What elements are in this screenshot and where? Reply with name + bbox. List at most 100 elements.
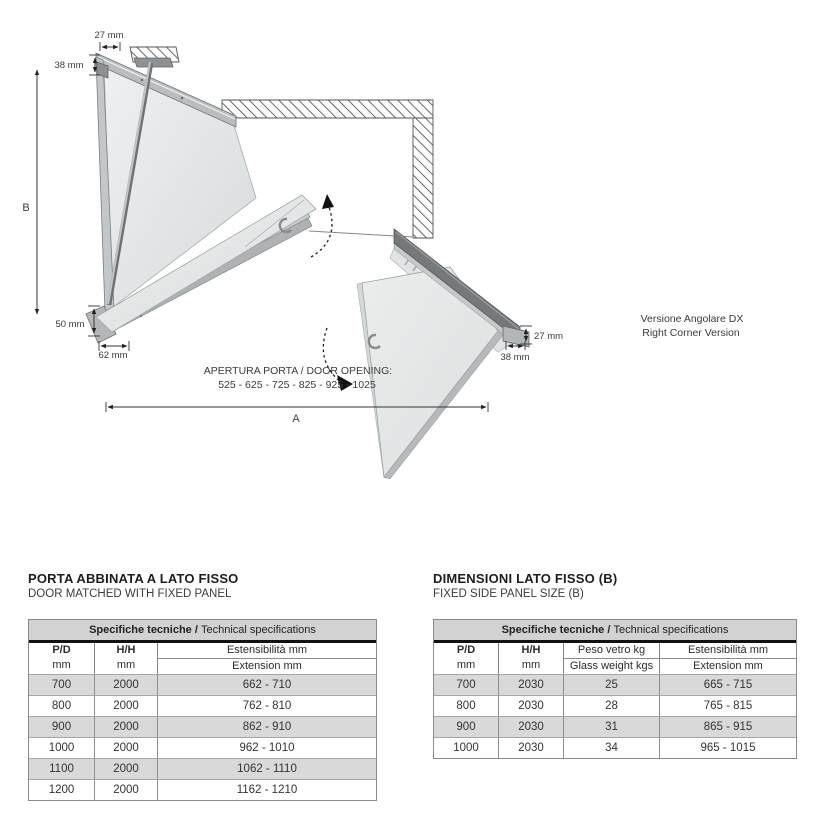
table-row: 700 2030 25 665 - 715 [434,674,796,695]
table-cell: 34 [563,738,659,758]
table-cell: 800 [456,700,476,712]
table-title: PORTA ABBINATA A LATO FISSO [28,571,239,586]
table-row: 1000 2000 962 - 1010 [29,737,376,758]
table-cell: 762 - 810 [157,696,376,716]
column-header-row: P/D mm H/H mm Estensibilità mm Extension mm [29,643,376,674]
spec-header: Specifiche tecniche / Technical specific… [29,620,376,643]
door-open-position [95,194,317,333]
table-row: 700 2000 662 - 710 [29,674,376,695]
dim-label-27-right: 27 mm [534,331,563,342]
column-header-label: Estensibilità mm [226,644,308,656]
table-cell: 25 [563,675,659,695]
table-cell: 2000 [94,780,157,800]
table-cell: 1100 [49,763,74,775]
swing-arc-lower [322,327,343,384]
table-row: 1200 2000 1162 - 1210 [29,779,376,800]
spec-header-regular: Technical specifications [200,624,316,636]
column-header-label: Extension mm [158,658,376,674]
table-cell: 2030 [498,675,563,695]
column-header: P/D mm [29,643,94,674]
table-cell: 2000 [94,675,157,695]
table-cell: 900 [456,721,476,733]
column-header-row: P/D mm H/H mm Peso vetro kg Glass weight kgs E… [434,643,796,674]
table-cell: 865 - 915 [659,717,796,737]
ceiling-bracket [133,57,174,68]
table-row: 900 2000 862 - 910 [29,716,376,737]
dimension-annotations [34,42,532,412]
table-title: DIMENSIONI LATO FISSO (B) [433,571,618,586]
column-header: H/H mm [94,643,157,674]
column-header-label: P/D [52,644,71,656]
table-cell: 1162 - 1210 [157,780,376,800]
door-handle [367,333,381,350]
version-label-en: Right Corner Version [642,327,740,339]
spec-header-regular: Technical specifications [613,624,729,636]
table-cell: 2000 [94,738,157,758]
table-cell: 765 - 815 [659,696,796,716]
swing-arrowhead-upper [322,194,334,209]
table-cell: 1000 [453,742,479,754]
table-cell: 2030 [498,717,563,737]
table-subtitle: FIXED SIDE PANEL SIZE (B) [433,588,584,600]
dim-label-50: 50 mm [55,319,84,330]
column-header-label: Estensibilità mm [687,644,769,656]
door-opening-title: APERTURA PORTA / DOOR OPENING: [204,365,392,377]
column-header-label: H/H [521,644,541,656]
table-cell: 28 [563,696,659,716]
table-cell: 2000 [94,717,157,737]
dim-label-38-top: 38 mm [54,60,83,71]
column-header-label: mm [521,659,541,671]
table-cell: 662 - 710 [157,675,376,695]
column-header-label: H/H [116,644,136,656]
table-subtitle: DOOR MATCHED WITH FIXED PANEL [28,588,232,600]
table-cell: 700 [51,679,72,691]
table-row: 800 2000 762 - 810 [29,695,376,716]
column-header-label: P/D [456,644,476,656]
table-cell: 862 - 910 [157,717,376,737]
dim-label-38-right: 38 mm [500,352,529,363]
table-cell: 2030 [498,696,563,716]
table-row: 800 2030 28 765 - 815 [434,695,796,716]
column-header: Estensibilità mm Extension mm [659,643,796,674]
dim-label-a: A [292,413,300,425]
top-rail-right [393,228,530,348]
table-row: 1000 2030 34 965 - 1015 [434,737,796,758]
table-body: 700 2000 662 - 710 800 2000 762 - 810 900 2000 8… [29,674,376,800]
column-header-label: Glass weight kgs [564,658,659,674]
column-header: Estensibilità mm Extension mm [157,643,376,674]
technical-diagram: 27 mm 38 mm B 50 mm 62 mm 27 mm 38 mm A … [22,30,744,480]
dim-label-b: B [22,202,29,214]
spec-table: Specifiche tecniche / Technical specific… [28,619,377,801]
column-header-label: mm [456,659,476,671]
fixed-panel-left [85,52,313,344]
column-header: H/H mm [498,643,563,674]
column-header-label: Peso vetro kg [577,644,646,656]
door-opening-values: 525 - 625 - 725 - 825 - 925 - 1025 [218,379,376,391]
table-row: 900 2030 31 865 - 915 [434,716,796,737]
dim-label-27-top: 27 mm [94,30,123,41]
column-header: Peso vetro kg Glass weight kgs [563,643,659,674]
table-cell: 2000 [94,759,157,779]
column-header-label: mm [116,659,136,671]
table-cell: 1062 - 1110 [157,759,376,779]
table-cell: 1200 [48,784,75,796]
spec-header-bold: Specifiche tecniche / [501,624,611,636]
table-cell: 965 - 1015 [659,738,796,758]
table-cell: 900 [51,721,72,733]
swing-arc-upper [310,206,333,258]
spec-table: Specifiche tecniche / Technical specific… [433,619,797,759]
door-handle [278,217,292,234]
version-label-it: Versione Angolare DX [641,313,744,325]
swing-arrowhead-lower [337,375,353,391]
table-cell: 2030 [498,738,563,758]
table-cell: 665 - 715 [659,675,796,695]
table-cell: 700 [456,679,476,691]
table-cell: 31 [563,717,659,737]
spec-header-bold: Specifiche tecniche / [89,624,198,636]
column-header: P/D mm [434,643,498,674]
table-cell: 2000 [94,696,157,716]
spec-header: Specifiche tecniche / Technical specific… [434,620,796,643]
column-header-label: mm [52,659,71,671]
dim-label-62: 62 mm [98,350,127,361]
